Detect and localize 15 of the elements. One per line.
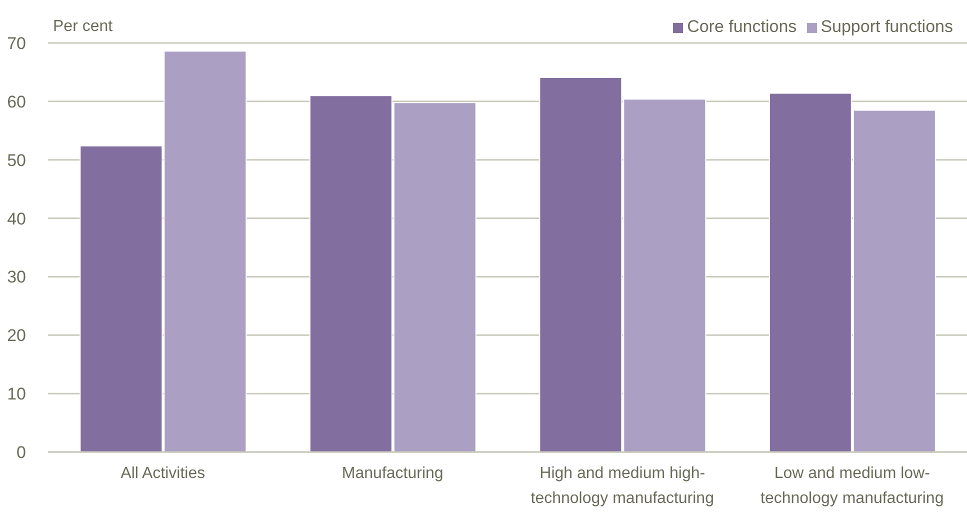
x-tick-label: Manufacturing: [342, 465, 444, 482]
y-tick-label: 30: [7, 268, 26, 287]
y-tick-label: 20: [7, 326, 26, 346]
y-axis-title: Per cent: [53, 17, 113, 37]
y-tick-label: 60: [7, 92, 26, 112]
x-tick-label: Low and medium low-technology manufacturing: [760, 465, 944, 507]
y-tick-label: 0: [16, 443, 26, 462]
x-tick-label: All Activities: [120, 465, 206, 482]
y-tick-label: 70: [7, 34, 26, 54]
x-tick-label: High and medium high-technology manufacturing: [530, 465, 714, 507]
legend-label: Support functions: [820, 17, 953, 36]
y-tick-label: 50: [7, 150, 26, 170]
legend-label: Core functions: [687, 17, 797, 36]
y-tick-label: 10: [7, 384, 26, 404]
y-tick-label: 40: [7, 209, 26, 228]
